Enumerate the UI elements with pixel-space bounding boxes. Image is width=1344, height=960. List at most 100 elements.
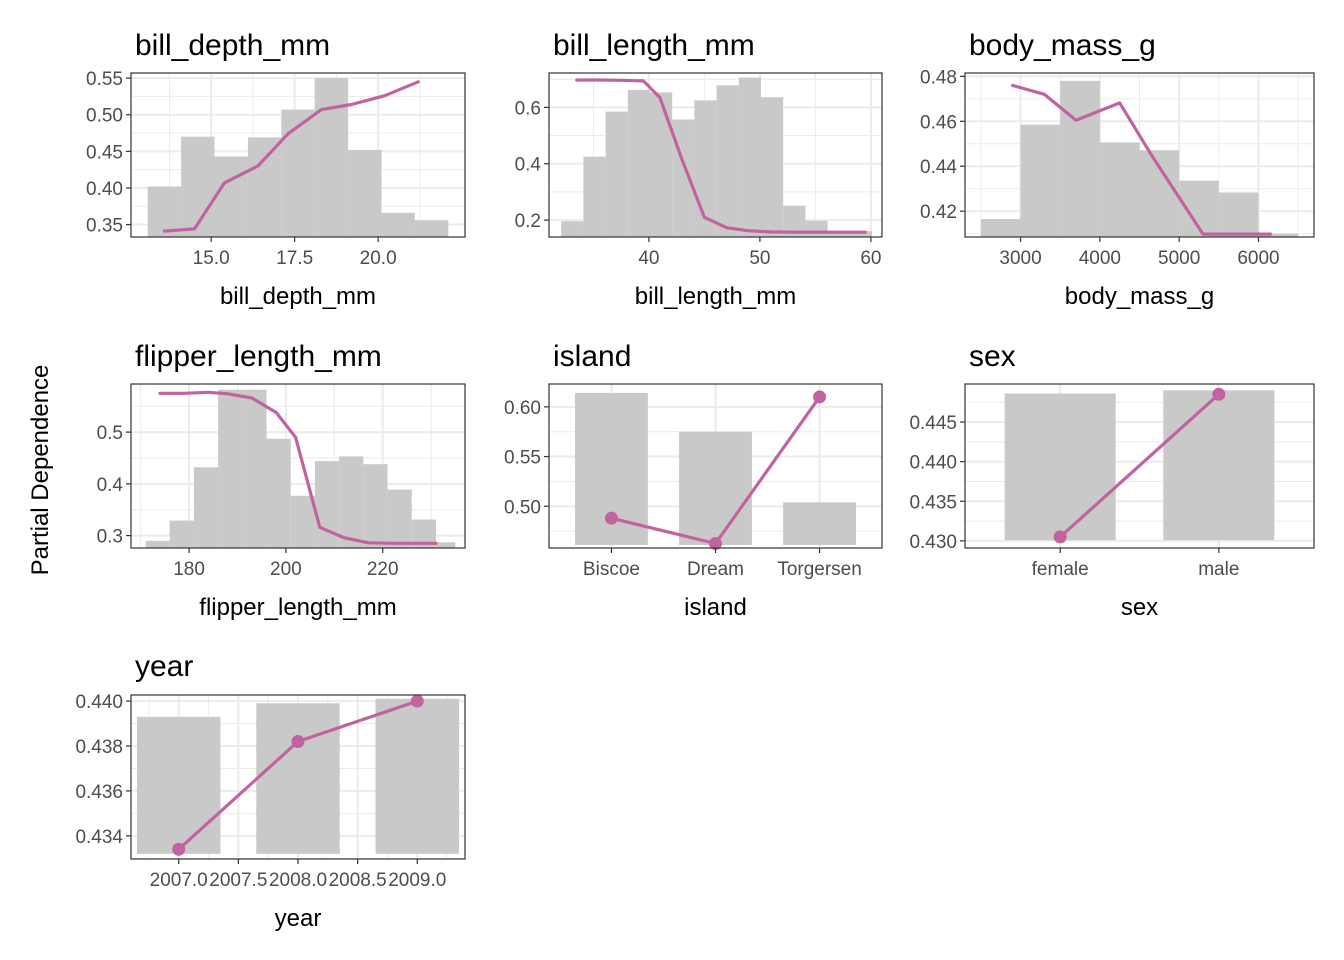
y-tick-label: 0.55: [504, 448, 541, 469]
y-tick-label: 0.440: [75, 692, 123, 713]
histogram-bar: [363, 464, 388, 548]
y-tick-label: 0.50: [86, 106, 123, 127]
x-tick-label: female: [1032, 559, 1089, 580]
panel-border: [130, 383, 466, 549]
distribution-bar: [375, 698, 460, 854]
y-tick-label: 0.440: [909, 453, 957, 474]
panel-title: year: [135, 650, 193, 683]
x-tick-label: 2007.0: [150, 870, 208, 891]
y-tick-label: 0.445: [909, 413, 957, 434]
histogram-bar: [193, 467, 219, 548]
histogram-bar: [147, 186, 182, 237]
x-axis-label: flipper_length_mm: [199, 594, 396, 621]
histogram-bar: [414, 220, 449, 237]
partial-dependence-point: [172, 842, 186, 856]
histogram-bar: [650, 92, 673, 237]
histogram-bar: [266, 438, 291, 548]
y-tick-label: 0.430: [909, 532, 957, 553]
x-axis-label: year: [275, 905, 322, 932]
histogram-bar: [145, 540, 170, 548]
histogram-bar: [181, 136, 215, 237]
panel-title: sex: [969, 340, 1016, 373]
panel-body-mass-g: body_mass_g 0.42 0.44 0.46 0.48 3000 4000 5000 6…: [920, 29, 1315, 310]
histogram-bar: [169, 520, 194, 548]
panel-title: body_mass_g: [969, 29, 1156, 62]
panel-border: [130, 72, 466, 238]
histogram-bar: [1099, 142, 1140, 237]
panel-title: flipper_length_mm: [135, 340, 382, 373]
histogram-bar: [605, 111, 628, 237]
histogram-bar: [583, 156, 606, 237]
histogram-bar: [348, 149, 382, 237]
figure-y-axis-label: Partial Dependence: [27, 365, 54, 576]
histogram-bar: [242, 389, 267, 548]
histogram-bar: [290, 495, 315, 548]
panel-title: bill_depth_mm: [135, 29, 330, 62]
x-axis-label: body_mass_g: [1065, 283, 1214, 310]
x-axis-label: island: [684, 594, 747, 621]
histogram-bar: [1218, 192, 1259, 237]
distribution-bar: [1004, 393, 1116, 541]
y-tick-label: 0.55: [86, 69, 123, 90]
histogram-bar: [627, 89, 651, 237]
distribution-bar: [679, 431, 752, 546]
partial-dependence-point: [604, 511, 618, 525]
histogram-bar: [314, 78, 349, 237]
x-tick-label: 180: [173, 559, 205, 580]
panel-island: island 0.50 0.55 0.60 Biscoe Dream Torgersen is…: [504, 340, 883, 621]
x-tick-label: 200: [270, 559, 302, 580]
histogram-bar: [761, 97, 784, 237]
y-tick-label: 0.35: [86, 216, 123, 237]
panel-border: [964, 383, 1315, 549]
x-tick-label: 220: [367, 559, 399, 580]
partial-dependence-point: [291, 735, 305, 749]
y-tick-label: 0.44: [920, 157, 957, 178]
partial-dependence-point: [1053, 530, 1067, 544]
x-tick-label: Torgersen: [777, 559, 862, 580]
y-tick-label: 0.4: [97, 475, 124, 496]
distribution-bar: [256, 703, 340, 854]
x-tick-label: Dream: [687, 559, 744, 580]
panel-flipper-length-mm: flipper_length_mm 0.3 0.4 0.5 180 200 220 flipp…: [97, 340, 466, 621]
y-tick-label: 0.48: [920, 67, 957, 88]
y-tick-label: 0.45: [86, 142, 123, 163]
histogram-bar: [387, 489, 412, 548]
x-tick-label: 2007.5: [209, 870, 267, 891]
distribution-bar: [783, 502, 856, 546]
y-tick-label: 0.6: [515, 98, 541, 119]
histogram-bar: [783, 205, 806, 237]
x-tick-label: 4000: [1079, 248, 1121, 269]
x-axis-label: bill_depth_mm: [220, 283, 376, 310]
histogram-bar: [1258, 233, 1299, 237]
y-tick-label: 0.2: [515, 211, 541, 232]
x-tick-label: 2008.5: [329, 870, 387, 891]
histogram-bar: [381, 212, 415, 237]
histogram-bar: [339, 456, 364, 548]
y-tick-label: 0.40: [86, 179, 123, 200]
partial-dependence-line: [162, 80, 420, 233]
x-tick-label: male: [1198, 559, 1239, 580]
histogram-bar: [1020, 124, 1061, 237]
panel-title: bill_length_mm: [553, 29, 755, 62]
histogram-bar: [1139, 150, 1180, 237]
panel-title: island: [553, 340, 631, 373]
y-tick-label: 0.46: [920, 112, 957, 133]
y-tick-label: 0.42: [920, 202, 957, 223]
histogram-bar: [218, 389, 243, 548]
histogram-bar: [716, 85, 739, 238]
x-axis-label: sex: [1121, 594, 1158, 621]
y-tick-label: 0.434: [75, 827, 123, 848]
x-tick-label: 6000: [1237, 248, 1279, 269]
panel-bill-length-mm: bill_length_mm 0.2 0.4 0.6 40 50 60 bill_length…: [515, 29, 883, 310]
partial-dependence-line: [158, 390, 438, 545]
y-tick-label: 0.3: [97, 527, 123, 548]
partial-dependence-point: [813, 390, 827, 404]
y-tick-label: 0.50: [504, 497, 541, 518]
y-tick-label: 0.4: [515, 155, 542, 176]
y-tick-label: 0.436: [75, 782, 123, 803]
partial-dependence-point: [709, 537, 722, 551]
x-axis-label: bill_length_mm: [635, 283, 796, 310]
histogram-bar: [281, 109, 315, 237]
